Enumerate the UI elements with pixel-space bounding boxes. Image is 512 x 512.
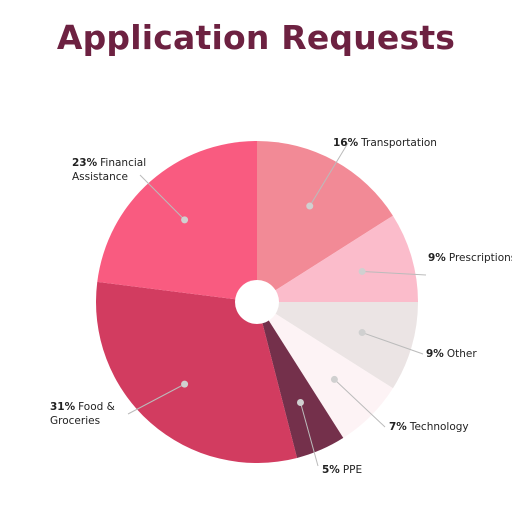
leader-dot: [358, 267, 366, 275]
pie-slice: [257, 302, 344, 458]
donut-hole: [235, 280, 279, 324]
chart-title: Application Requests: [56, 18, 456, 57]
value-label: 9%: [428, 252, 446, 264]
value-label: 7%: [389, 421, 407, 433]
value-label: 16%: [333, 137, 359, 149]
slice-label: 31% Food & Groceries: [50, 400, 128, 428]
leader-dot: [181, 380, 189, 388]
leader-line: [139, 174, 185, 221]
leader-dot: [306, 202, 314, 210]
leader-line: [362, 270, 427, 276]
slice-label: 9% Prescriptions: [428, 251, 512, 265]
pie-slice: [257, 302, 393, 438]
pie-slice: [257, 141, 393, 302]
leader-line: [309, 142, 349, 207]
category-label: Transportation: [361, 137, 437, 149]
leader-dot: [330, 375, 338, 383]
pie-slice: [257, 302, 419, 389]
leader-line: [127, 383, 185, 415]
value-label: 5%: [322, 464, 340, 476]
value-label: 23%: [72, 157, 98, 169]
value-label: 9%: [426, 348, 444, 360]
pie-slice: [97, 141, 257, 302]
value-label: 31%: [50, 401, 76, 413]
category-label: Technology: [409, 421, 469, 433]
leader-line: [361, 332, 424, 355]
pie-slice: [96, 281, 298, 464]
slice-label: 7% Technology: [389, 420, 469, 434]
category-label: Prescriptions: [448, 252, 512, 264]
slice-label: 5% PPE: [322, 463, 362, 477]
pie-slice: [257, 215, 419, 302]
slice-label: 23% Financial Assistance: [72, 156, 162, 184]
leader-line: [334, 379, 386, 428]
leader-dot: [296, 398, 304, 406]
leader-line: [299, 402, 319, 467]
category-label: Financial Assistance: [72, 157, 147, 183]
slice-label: 16% Transportation: [333, 136, 437, 150]
category-label: Other: [446, 348, 477, 360]
leader-dot: [181, 216, 189, 224]
category-label: Food & Groceries: [50, 401, 115, 427]
category-label: PPE: [342, 464, 363, 476]
slice-label: 9% Other: [426, 347, 477, 361]
leader-dot: [358, 329, 366, 337]
